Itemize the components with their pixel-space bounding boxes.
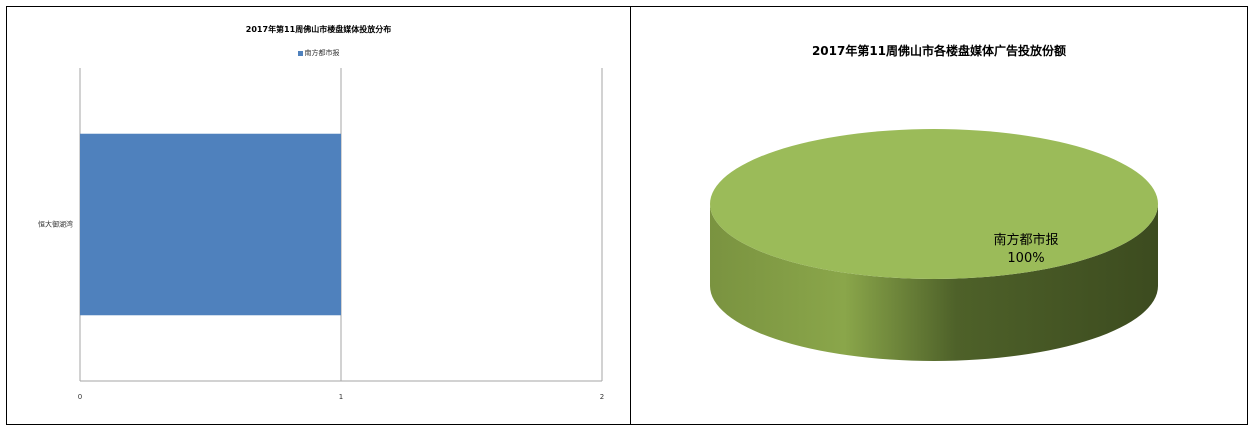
x-tick-label: 0	[78, 393, 82, 401]
pie-slice	[710, 129, 1158, 279]
legend-swatch	[297, 50, 303, 56]
bar-chart-plot: 0 1 2 恒大御湖湾	[38, 68, 604, 401]
pie-slice-label: 南方都市报	[993, 232, 1058, 248]
pie-chart-plot: 南方都市报 100%	[710, 129, 1158, 361]
bar-chart-panel: 2017年第11周佛山市楼盘媒体投放分布 南方都市报 0 1 2 恒大御湖湾	[6, 6, 631, 425]
x-tick-label: 1	[339, 393, 343, 401]
pie-slice-side	[710, 204, 1158, 361]
x-tick-label: 2	[600, 393, 604, 401]
y-tick-label: 恒大御湖湾	[38, 220, 73, 229]
bar-chart-legend: 南方都市报	[7, 48, 630, 58]
bar	[80, 133, 341, 316]
legend-label: 南方都市报	[304, 49, 340, 57]
pie-slice-percent: 100%	[1007, 251, 1044, 266]
bar-chart-title: 2017年第11周佛山市楼盘媒体投放分布	[245, 25, 392, 34]
pie-chart-panel: 2017年第11周佛山市各楼盘媒体广告投放份额 南方都市报 100%	[630, 6, 1248, 425]
pie-chart-title: 2017年第11周佛山市各楼盘媒体广告投放份额	[811, 44, 1067, 58]
